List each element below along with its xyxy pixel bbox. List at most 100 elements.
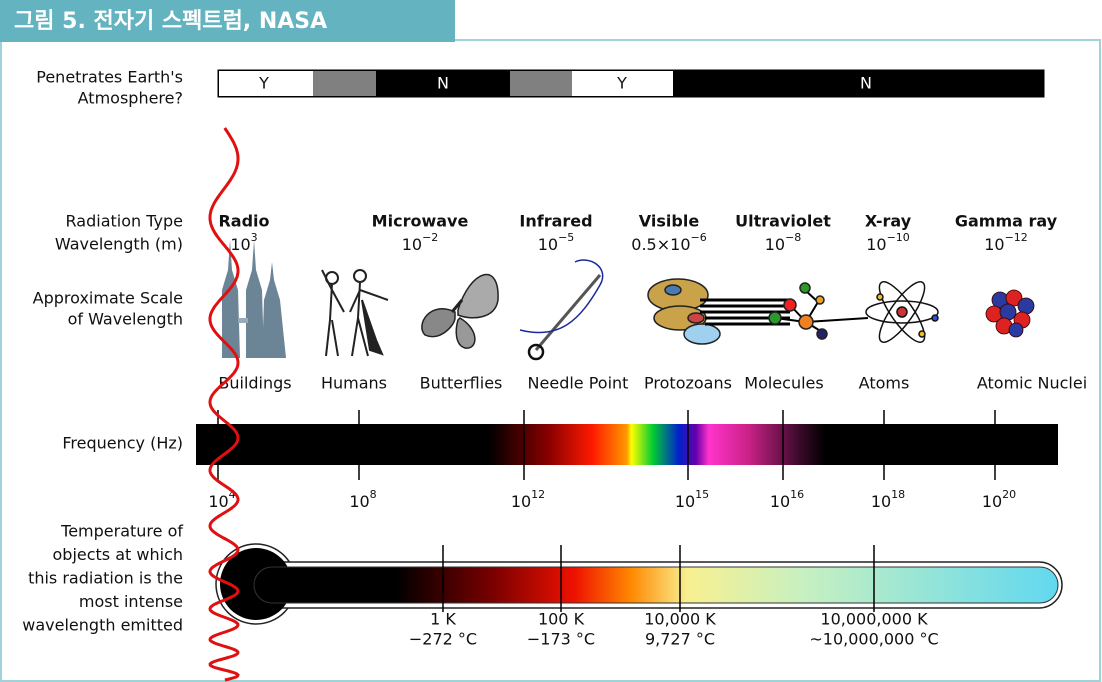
frequency-label-base: 10: [770, 492, 790, 511]
temperature-c: −272 °C: [409, 630, 477, 649]
frequency-label-exp: 18: [891, 488, 905, 501]
radiation-type: X-ray: [865, 212, 912, 231]
icon-molecule: [768, 282, 869, 340]
icon-protozoans: [647, 278, 790, 345]
icon-needle: [519, 259, 604, 361]
label: Penetrates Earth's: [36, 68, 183, 87]
label: Approximate Scale: [33, 289, 183, 308]
wavelength-exp: −5: [558, 231, 574, 244]
frequency-label-base: 10: [208, 492, 228, 511]
frequency-label-base: 10: [349, 492, 369, 511]
label: Temperature of: [60, 522, 183, 541]
radiation-type: Gamma ray: [955, 212, 1058, 231]
wavelength: 10−12: [984, 231, 1028, 254]
wavelength-exp: −10: [887, 231, 910, 244]
wavelength-base: 10: [765, 235, 785, 254]
temperature-c: ~10,000,000 °C: [809, 630, 938, 649]
wavelength-base: 10: [984, 235, 1004, 254]
wavelength-base: 10: [230, 235, 250, 254]
atmosphere-yes: [572, 71, 673, 96]
wavelength-base: 10: [538, 235, 558, 254]
label: most intense: [79, 592, 183, 611]
frequency-label: 104: [208, 488, 235, 511]
wavelength-exp: 3: [251, 231, 258, 244]
scale-label: Molecules: [744, 374, 823, 393]
label: of Wavelength: [68, 310, 183, 329]
frequency-label: 1020: [982, 488, 1016, 511]
wavelength: 103: [230, 231, 257, 254]
scale-label: Atomic Nuclei: [977, 374, 1087, 393]
icon-atom: [865, 281, 939, 343]
radiation-type: Visible: [639, 212, 700, 231]
atmosphere-partial: [510, 71, 572, 96]
icon-nucleus: [985, 289, 1035, 338]
frequency-label: 1018: [871, 488, 905, 511]
wave: [208, 127, 240, 682]
temperature-k: 10,000,000 K: [820, 610, 928, 629]
atmosphere-yes: [219, 71, 313, 96]
label: objects at which: [53, 545, 184, 564]
scale-label: Needle Point: [528, 374, 629, 393]
icon-humans: [321, 269, 389, 357]
wavelength-base: 0.5×10: [631, 235, 690, 254]
wavelength-base: 10: [402, 235, 422, 254]
frequency-label-exp: 15: [695, 488, 709, 501]
scale-label: Protozoans: [644, 374, 732, 393]
label: Radiation Type: [66, 212, 183, 231]
frame: [0, 39, 1101, 682]
radiation-type: Microwave: [372, 212, 469, 231]
scale-label: Butterflies: [420, 374, 503, 393]
label: Atmosphere?: [78, 89, 183, 108]
wavelength-exp: −12: [1005, 231, 1028, 244]
scale-label: Humans: [321, 374, 387, 393]
frequency-label-exp: 12: [531, 488, 545, 501]
frequency-label-exp: 4: [229, 488, 236, 501]
label: Wavelength (m): [55, 235, 183, 254]
atmosphere-partial: [313, 71, 376, 96]
header-tab: [0, 0, 455, 42]
frequency-label-exp: 20: [1002, 488, 1016, 501]
icon-buildings: [222, 240, 286, 358]
wavelength: 10−5: [538, 231, 575, 254]
scale-label: Buildings: [218, 374, 291, 393]
frequency-bar: [196, 424, 1058, 465]
frequency-label-exp: 16: [790, 488, 804, 501]
thermometer-tube: [253, 566, 1059, 604]
frequency-label: 1015: [675, 488, 709, 511]
wavelength-exp: −2: [422, 231, 438, 244]
label: this radiation is the: [28, 569, 183, 588]
frequency-label-base: 10: [871, 492, 891, 511]
label: Frequency (Hz): [62, 434, 183, 453]
segment-label: Y: [258, 74, 269, 93]
temperature-k: 1 K: [430, 610, 456, 629]
frequency-label-base: 10: [675, 492, 695, 511]
frequency-label: 1012: [511, 488, 545, 511]
wavelength-exp: −8: [785, 231, 801, 244]
radiation-type: Radio: [218, 212, 269, 231]
frequency-label-base: 10: [511, 492, 531, 511]
header-title: 그림 5. 전자기 스펙트럼, NASA: [14, 9, 327, 34]
icon-butterfly: [421, 273, 499, 349]
segment-label: Y: [616, 74, 627, 93]
wavelength-exp: −6: [691, 231, 707, 244]
wavelength: 10−2: [402, 231, 439, 254]
segment-label: N: [437, 74, 449, 93]
wavelength: 10−8: [765, 231, 802, 254]
wavelength: 10−10: [866, 231, 910, 254]
label: wavelength emitted: [22, 616, 183, 635]
temperature-c: 9,727 °C: [645, 630, 715, 649]
wavelength: 0.5×10−6: [631, 231, 706, 254]
wavelength-base: 10: [866, 235, 886, 254]
temperature-k: 100 K: [538, 610, 585, 629]
radiation-type: Infrared: [519, 212, 592, 231]
segment-label: N: [860, 74, 872, 93]
frequency-label-exp: 8: [370, 488, 377, 501]
frequency-label-base: 10: [982, 492, 1002, 511]
temperature-k: 10,000 K: [644, 610, 716, 629]
frequency-label: 108: [349, 488, 376, 511]
scale-label: Atoms: [859, 374, 910, 393]
radiation-type: Ultraviolet: [735, 212, 831, 231]
frequency-label: 1016: [770, 488, 804, 511]
temperature-c: −173 °C: [527, 630, 595, 649]
